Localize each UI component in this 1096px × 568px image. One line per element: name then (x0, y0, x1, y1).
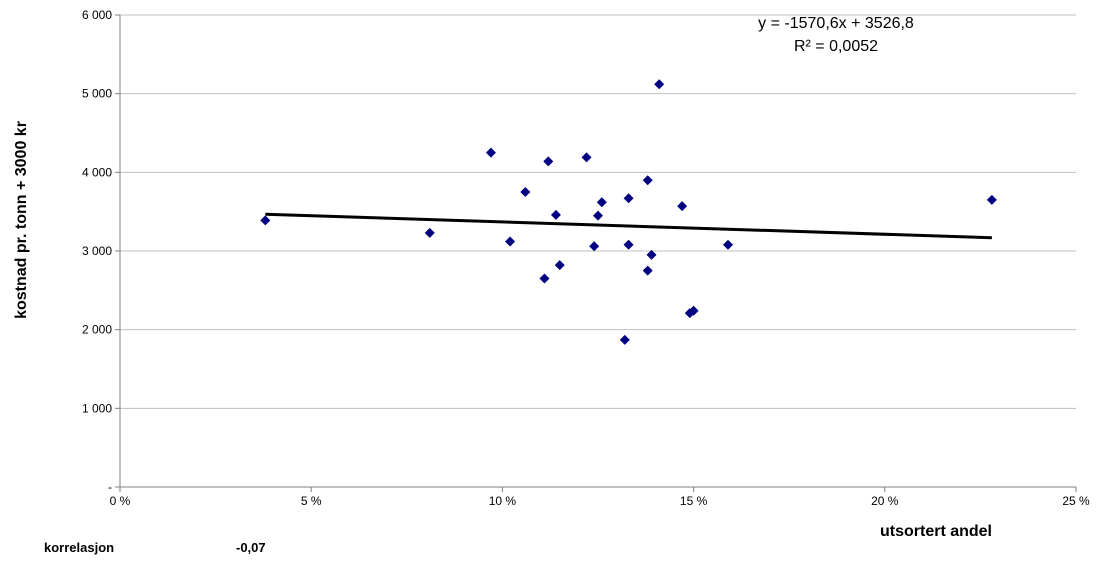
data-point (485, 147, 496, 158)
x-tick-label: 0 % (110, 494, 131, 508)
y-tick-label: 5 000 (82, 87, 112, 101)
data-point (593, 210, 603, 221)
data-point (589, 241, 600, 252)
data-point (642, 175, 653, 186)
y-tick-label: 3 000 (82, 244, 112, 258)
trendline-r-squared: R² = 0,0052 (794, 38, 878, 55)
data-point (642, 265, 653, 276)
data-point (554, 260, 565, 271)
y-tick-labels: - 1 000 2 000 3 000 4 000 5 000 6 000 (82, 8, 112, 494)
data-point (550, 209, 561, 220)
x-tick-label: 10 % (489, 494, 517, 508)
correlation-label: korrelasjon (44, 540, 115, 555)
data-point (424, 227, 435, 238)
y-axis-title: kostnad pr. tonn + 3000 kr (13, 121, 30, 319)
data-point (596, 197, 607, 208)
data-point (646, 249, 657, 260)
data-point (619, 334, 630, 345)
data-point (260, 215, 271, 226)
axes (115, 14, 1077, 492)
data-point (623, 239, 634, 250)
trendline-equation: y = -1570,6x + 3526,8 (758, 15, 914, 32)
x-tick-labels: 0 % 5 % 10 % 15 % 20 % 25 % (110, 494, 1090, 508)
data-point (581, 152, 592, 163)
data-point (677, 201, 688, 212)
data-points (260, 79, 997, 345)
data-point (520, 187, 531, 197)
x-tick-label: 25 % (1062, 494, 1090, 508)
x-tick-label: 15 % (680, 494, 708, 508)
data-point (543, 156, 554, 167)
data-point (654, 79, 665, 90)
data-point (986, 194, 997, 205)
data-point (539, 273, 550, 284)
x-tick-label: 5 % (301, 494, 322, 508)
y-tick-label: 6 000 (82, 8, 112, 22)
data-point (623, 193, 634, 204)
y-tick-label: 4 000 (82, 165, 112, 179)
data-point (723, 239, 734, 250)
gridlines (120, 14, 1076, 409)
x-axis-title: utsortert andel (880, 523, 992, 540)
data-point (688, 305, 699, 316)
trendline (265, 212, 992, 240)
correlation-value: -0,07 (236, 540, 266, 555)
y-tick-label: - (108, 480, 112, 494)
y-tick-label: 2 000 (82, 323, 112, 337)
trendline-group (265, 212, 992, 240)
data-point (505, 236, 516, 247)
y-tick-label: 1 000 (82, 401, 112, 415)
x-tick-label: 20 % (871, 494, 899, 508)
